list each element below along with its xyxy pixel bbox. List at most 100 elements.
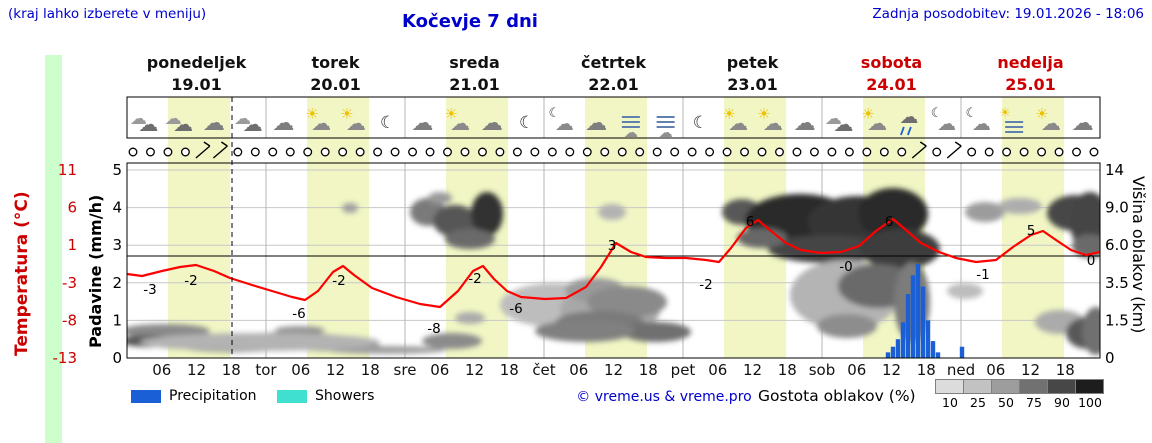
svg-text:-0: -0 [839, 259, 852, 275]
density-step: 100 [1075, 379, 1104, 410]
calm-wind-icon [338, 147, 348, 157]
svg-text:-2: -2 [468, 271, 481, 287]
svg-text:1: 1 [112, 311, 122, 329]
cloud-icon: ☁ [585, 111, 607, 136]
fog-icon: ☁ [659, 125, 673, 141]
calm-wind-icon [390, 147, 400, 157]
day-date: 25.01 [1005, 75, 1056, 94]
calm-wind-icon [775, 147, 784, 157]
svg-text:06: 06 [430, 361, 449, 379]
svg-text:12: 12 [465, 361, 484, 379]
precipitation-axis-title: Padavine (mm/h) [86, 194, 105, 348]
cloud-icon: ☁ [173, 112, 193, 136]
sun-icon: ☀ [722, 105, 735, 123]
x-axis-labels: 06 12 18 tor 06 12 18 sre 06 12 18 čet 06 12 18 pet 06 12… [152, 361, 1075, 379]
cloud-icon: ☁ [346, 111, 366, 135]
svg-text:6: 6 [746, 214, 755, 230]
moon-icon: ☾ [693, 113, 708, 133]
svg-text:1.5: 1.5 [1105, 311, 1129, 329]
svg-text:12: 12 [326, 361, 345, 379]
cloud-icon: ☁ [272, 111, 294, 136]
copyright-link[interactable]: © vreme.us & vreme.pro [576, 389, 752, 405]
calm-wind-icon [355, 147, 365, 157]
svg-text:18: 18 [361, 361, 380, 379]
density-step: 75 [1019, 379, 1048, 410]
calm-wind-icon [827, 147, 837, 157]
day-date: 21.01 [449, 75, 500, 94]
svg-text:sre: sre [394, 361, 417, 379]
calm-wind-icon [443, 147, 452, 157]
svg-text:11: 11 [58, 161, 77, 179]
sun-icon: ☀ [305, 105, 318, 123]
calm-wind-icon [792, 147, 802, 157]
cloud-icon: ☁ [450, 111, 470, 135]
svg-text:tor: tor [255, 361, 277, 379]
precipitation-swatch [131, 390, 161, 403]
rain-cloud-icon: ☁ [899, 106, 918, 128]
svg-text:6: 6 [885, 214, 894, 230]
svg-text:06: 06 [291, 361, 310, 379]
calm-wind-icon [180, 147, 190, 157]
svg-text:5: 5 [112, 161, 122, 179]
svg-text:3: 3 [608, 238, 617, 254]
cloud-icon: ☁ [937, 113, 956, 135]
calm-wind-icon [128, 147, 138, 157]
page-title: Kočevje 7 dni [402, 11, 538, 32]
calm-wind-icon [967, 147, 977, 157]
sun-icon: ☀ [444, 105, 457, 123]
svg-text:-2: -2 [332, 273, 345, 289]
wind-barb-icon [911, 145, 927, 159]
calm-wind-icon [984, 147, 994, 157]
calm-wind-icon [565, 147, 575, 157]
svg-text:-13: -13 [53, 349, 78, 367]
svg-text:5: 5 [1027, 223, 1036, 239]
temperature-axis-title: Temperatura (°C) [12, 191, 32, 356]
cloud-icon: ☁ [243, 112, 263, 136]
density-step: 25 [963, 379, 992, 410]
svg-text:18: 18 [222, 361, 241, 379]
svg-text:06: 06 [152, 361, 171, 379]
density-step: 50 [991, 379, 1020, 410]
icon-strip-border [126, 96, 1101, 139]
svg-text:-1: -1 [976, 267, 989, 283]
calm-wind-icon [809, 147, 819, 157]
calm-wind-icon [425, 147, 435, 157]
svg-text:3.5: 3.5 [1105, 274, 1129, 292]
svg-text:18: 18 [500, 361, 519, 379]
calm-wind-icon [547, 147, 557, 157]
temperature-labels: -3 -2 -6 -2 -8 -2 -6 3 -2 6 -0 6 -1 5 0 [143, 214, 1095, 337]
precipitation-legend-label: Precipitation [169, 388, 257, 404]
svg-text:0: 0 [1105, 349, 1115, 367]
svg-text:18: 18 [639, 361, 658, 379]
sun-icon: ☀ [1035, 105, 1048, 123]
moon-icon: ☾ [931, 106, 943, 121]
left-green-strip [45, 55, 62, 443]
svg-text:-2: -2 [184, 273, 197, 289]
svg-text:0: 0 [1087, 253, 1096, 269]
svg-text:4: 4 [112, 199, 122, 217]
calm-wind-icon [512, 147, 522, 157]
calm-wind-icon [897, 147, 907, 157]
weather-icons: ☁☁ ☁☁ ☁ ☁☁ ☁ ☀☁ ☀☁ ☾ ☁ ☀☁ ☁ ☾ ☾☁ ☁ ☁ ☁ ☾ ☀☁ ☀☁ ☁ ☁☁ ☀☁ ☁ ☾☁ ☾☁ ☀ ☀… [130, 105, 1094, 141]
moon-icon: ☾ [966, 106, 978, 121]
cloud-density-label: Gostota oblakov (%) [758, 387, 916, 405]
calm-wind-icon [582, 147, 592, 157]
cloud-icon: ☁ [833, 112, 853, 136]
day-date: 20.01 [310, 75, 361, 94]
calm-wind-icon [408, 147, 418, 157]
cloud-icon: ☁ [555, 113, 574, 135]
calm-wind-icon [495, 147, 505, 157]
sun-icon: ☀ [340, 105, 353, 123]
svg-text:0: 0 [112, 349, 122, 367]
cloud-icon: ☁ [972, 113, 991, 135]
plot-border [126, 162, 1101, 359]
calm-wind-icon [250, 147, 260, 157]
svg-text:18: 18 [778, 361, 797, 379]
svg-text:06: 06 [847, 361, 866, 379]
svg-text:3: 3 [112, 236, 122, 254]
showers-swatch [277, 390, 307, 403]
showers-legend-label: Showers [315, 388, 375, 404]
calm-wind-icon [1054, 147, 1064, 157]
